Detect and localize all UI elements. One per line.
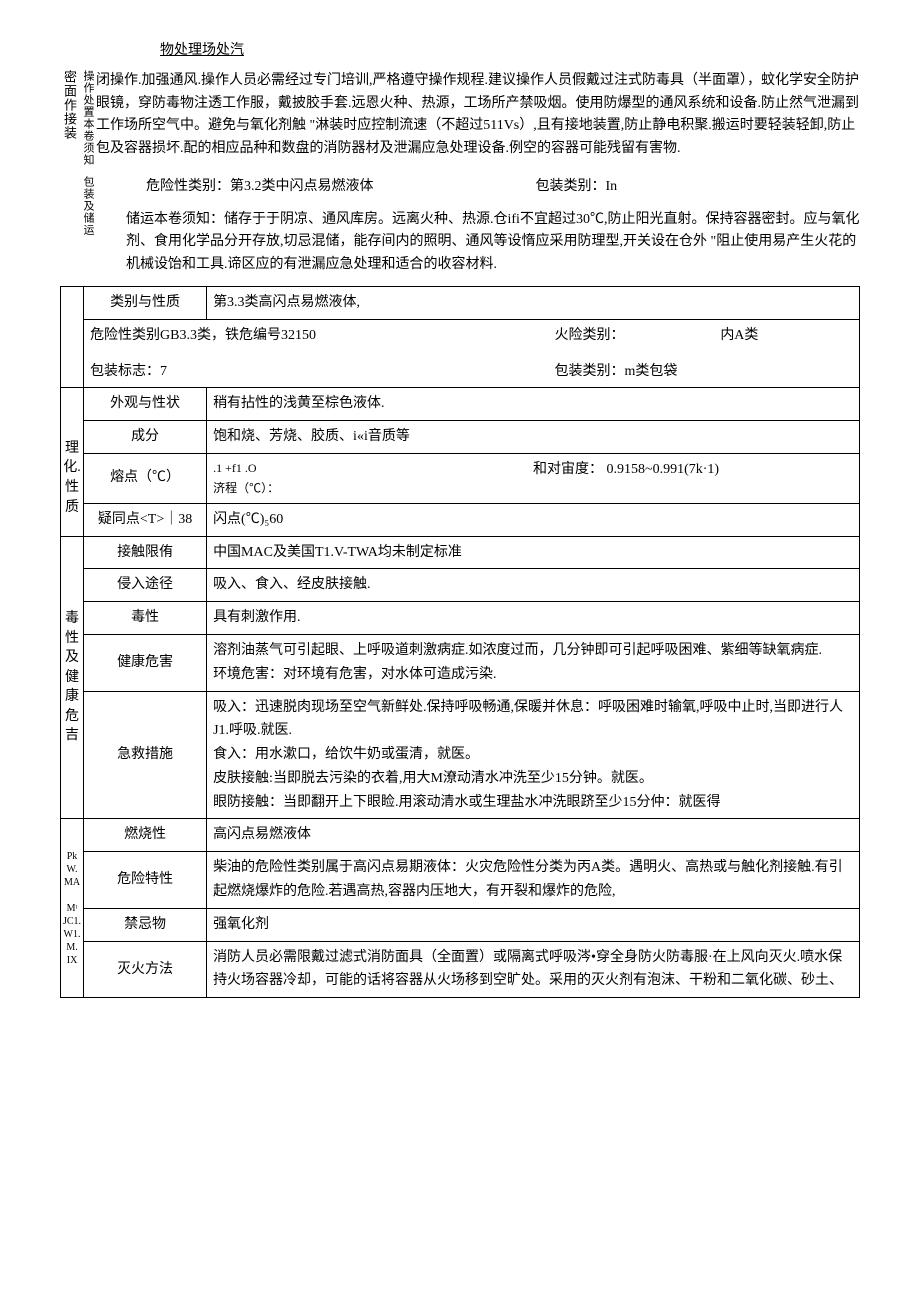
vlabel-2: 操作处置本卷须知	[78, 70, 94, 166]
page-title: 物处理场处汽	[160, 40, 860, 62]
cell-text: 内A类	[720, 324, 853, 348]
row-label: 类别与性质	[84, 286, 207, 319]
row-label: 接触限侑	[84, 536, 207, 569]
row-label: 危险特性	[84, 852, 207, 909]
row-label: 灭火方法	[84, 941, 207, 998]
operation-section: 密面作接装 操作处置本卷须知 闭操作.加强通风.操作人员必需经过专门培训,严格遵…	[60, 70, 860, 166]
row-value: 具有刺激作用.	[207, 602, 860, 635]
row-value: 强氧化剂	[207, 908, 860, 941]
operation-body: 闭操作.加强通风.操作人员必需经过专门培训,严格遵守操作规程.建议操作人员假戴过…	[96, 70, 860, 166]
row-value: 高闪点易燃液体	[207, 819, 860, 852]
section-label: 毒性及健康危吉	[61, 536, 84, 819]
cell-text: 包装标志：7	[90, 360, 554, 384]
row-value: 第3.3类高闪点易燃液体,	[207, 286, 860, 319]
section-label: Pk W. MA Mᵗ JC1. W1. M. IX	[61, 819, 84, 998]
row-label: 外观与性状	[84, 388, 207, 421]
row-label: 疑同点<T>｜38	[84, 503, 207, 536]
row-value: 吸入、食入、经皮肤接触.	[207, 569, 860, 602]
row-label: 熔点（℃）	[84, 453, 207, 503]
cell-text: 危险性类别GB3.3类，铁危编号32150	[90, 324, 554, 348]
row-label: 禁忌物	[84, 908, 207, 941]
row-label: 毒性	[84, 602, 207, 635]
row-label: 燃烧性	[84, 819, 207, 852]
cell-text: .1 +f1 .O 济程（℃）：	[213, 458, 533, 499]
vlabel-3: 包装及储运	[78, 176, 94, 286]
row-value: 闪点(℃)₅60	[207, 503, 860, 536]
row-value: 饱和烧、芳烧、胶质、i«i音质等	[207, 421, 860, 454]
row-value: 吸入：迅速脱肉现场至空气新鲜处.保持呼吸畅通,保暖并休息：呼吸困难时输氧,呼吸中…	[207, 691, 860, 819]
vlabel-1: 密面作接装	[60, 70, 76, 166]
row-label: 成分	[84, 421, 207, 454]
class-right: 包装类别：In	[535, 176, 860, 198]
cell-text: 和对宙度： 0.9158~0.991(7k·1)	[533, 458, 853, 499]
row-label: 健康危害	[84, 634, 207, 691]
cell-text: 火险类别：	[554, 324, 720, 348]
row-value: 中国MAC及美国T1.V-TWA均未制定标准	[207, 536, 860, 569]
cell-text: 包装类别：m类包袋	[554, 360, 853, 384]
storage-notice: 储运本卷须知：储存于于阴凉、通风库房。远离火种、热源.仓ifi不宜超过30℃,防…	[126, 209, 860, 276]
row-value: 溶剂油蒸气可引起眼、上呼吸道刺激病症.如浓度过而，几分钟即可引起呼吸困难、紫细等…	[207, 634, 860, 691]
class-left: 危险性类别：第3.2类中闪点易燃液体	[146, 176, 535, 198]
properties-table: 类别与性质 第3.3类高闪点易燃液体, 危险性类别GB3.3类，铁危编号3215…	[60, 286, 860, 998]
row-value: 柴油的危险性类别属于高闪点易期液体：火灾危险性分类为丙A类。遇明火、高热或与触化…	[207, 852, 860, 909]
row-value: 消防人员必需限戴过滤式消防面具（全面置）或隔离式呼吸涔•穿全身防火防毒服·在上风…	[207, 941, 860, 998]
row-value: 稍有拈性的浅黄至棕色液体.	[207, 388, 860, 421]
class-line: 危险性类别：第3.2类中闪点易燃液体 包装类别：In	[146, 176, 860, 198]
row-label: 侵入途径	[84, 569, 207, 602]
section-label: 理化.性质	[61, 421, 84, 536]
row-label: 急救措施	[84, 691, 207, 819]
